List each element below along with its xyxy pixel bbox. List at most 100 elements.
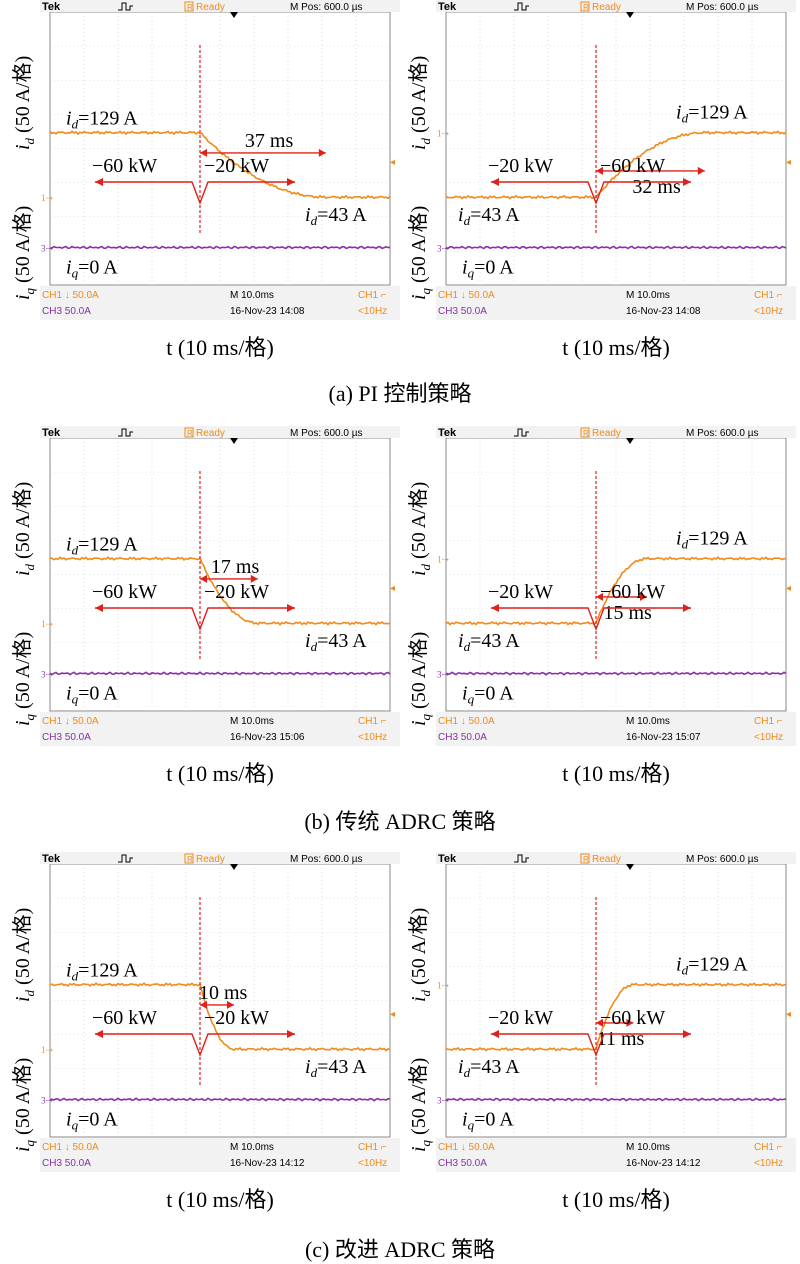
id-start-label: id=129 A [66,960,138,984]
mpos-readout: M Pos: 600.0 µs [290,428,362,439]
timestamp: 16-Nov-23 14:08 [230,306,305,317]
trigger-marker-icon [626,12,634,18]
trigger-freq: <10Hz [358,1158,387,1169]
ch1-scale: CH1 ↓ 50.0A [42,290,99,301]
trigger-level-marker: ◂ [390,157,395,168]
power-before-label: −60 kW [92,1007,157,1029]
power-after-label: −60 kW [600,1007,665,1029]
settle-time-label: 15 ms [604,602,653,624]
ch3-scale: CH3 50.0A [42,1158,91,1169]
scope-brand: Tek [438,427,457,439]
power-step-line [95,607,295,631]
timestamp: 16-Nov-23 14:12 [230,1158,305,1169]
power-arrow-right [287,1030,295,1038]
trigger-freq: <10Hz [754,1158,783,1169]
y-axis-label-iq: iq (50 A/格) [12,205,37,300]
status-badge: R [583,855,589,864]
trigger-channel: CH1 ⌐ [358,290,387,301]
mpos-readout: M Pos: 600.0 µs [686,2,758,13]
status-badge-box [184,1,194,12]
ch3-scale: CH3 50.0A [438,732,487,743]
scope-brand: Tek [42,853,61,865]
timebase: M 10.0ms [626,290,670,301]
x-axis-label: t (10 ms/格) [562,761,670,786]
power-step-line [491,607,691,631]
id-end-label: id=129 A [676,954,748,978]
timebase: M 10.0ms [230,1142,274,1153]
scope-screen: Tek R Ready M Pos: 600.0 µs CH1 ↓ 50.0A CH3 5… [40,852,400,1172]
scope-panel-b-up: Tek R Ready M Pos: 600.0 µs CH1 ↓ 50.0A CH3 5… [436,426,796,786]
iq-trace-line [445,1097,787,1102]
y-axis-label-id: id (50 A/格) [408,55,433,150]
id-trace-line [445,556,787,626]
ch1-ground-marker: 1⇢ [437,129,450,139]
power-arrow-right [287,604,295,612]
scope-brand: Tek [438,853,457,865]
id-start-label: id=129 A [66,534,138,558]
power-step-line [491,1033,691,1057]
x-axis-label: t (10 ms/格) [562,1187,670,1212]
power-arrow-left [95,178,103,186]
scope-panel-a-up: Tek R Ready M Pos: 600.0 µs CH1 ↓ 50.0A CH3 5… [436,0,796,360]
trigger-level-marker: ◂ [786,157,791,168]
scope-status: Ready [592,2,621,13]
arrow-head-right [250,574,258,583]
id-trace-line [49,982,391,1052]
trigger-marker-icon [626,438,634,444]
status-badge: R [583,429,589,438]
scope-screen: Tek R Ready M Pos: 600.0 µs CH1 ↓ 50.0A CH3 5… [436,0,796,320]
trigger-pulse-icon [514,2,529,11]
scope-status: Ready [592,854,621,865]
ch3-ground-marker: 3⇢ [41,669,54,679]
scope-status: Ready [196,854,225,865]
timebase: M 10.0ms [626,1142,670,1153]
y-axis-label-iq: iq (50 A/格) [408,1057,433,1152]
power-before-label: −20 kW [488,155,553,177]
trigger-channel: CH1 ⌐ [754,716,783,727]
id-start-label: id=43 A [458,630,520,654]
y-axis-label-id: id (50 A/格) [12,481,37,576]
ch1-ground-marker: 1⇢ [41,619,54,629]
power-arrow-left [491,604,499,612]
arrow-head-left [200,1000,207,1009]
trigger-pulse-icon [118,2,133,11]
scope-brand: Tek [42,427,61,439]
y-axis-label-iq: iq (50 A/格) [12,631,37,726]
ch1-scale: CH1 ↓ 50.0A [438,290,495,301]
ch1-scale: CH1 ↓ 50.0A [42,1142,99,1153]
power-after-label: −60 kW [600,155,665,177]
id-trace-line [49,130,391,200]
mpos-readout: M Pos: 600.0 µs [686,428,758,439]
power-arrow-right [683,178,691,186]
scope-panel-a-down: Tek R Ready M Pos: 600.0 µs CH1 ↓ 50.0A CH3 5… [40,0,400,360]
arrow-head-left [200,574,207,583]
trigger-marker-icon [230,864,238,870]
trigger-freq: <10Hz [754,306,783,317]
ch1-scale: CH1 ↓ 50.0A [438,716,495,727]
settle-time-label: 37 ms [245,130,294,152]
id-end-label: id=43 A [305,204,367,228]
trigger-level-marker: ◂ [390,1009,395,1020]
ch1-scale: CH1 ↓ 50.0A [42,716,99,727]
scope-footer-bar [436,286,796,320]
power-arrow-right [683,604,691,612]
trigger-pulse-icon [118,428,133,437]
status-badge-box [580,1,590,12]
iq-trace-line [445,671,787,676]
timebase: M 10.0ms [626,716,670,727]
power-step-line [95,1033,295,1057]
caption-a: (a) PI 控制策略 [328,381,472,406]
power-before-label: −20 kW [488,581,553,603]
id-trace-line [445,982,787,1052]
iq-label: iq=0 A [462,1108,514,1132]
y-axis-label-iq: iq (50 A/格) [408,205,433,300]
x-axis-label: t (10 ms/格) [166,761,274,786]
trigger-channel: CH1 ⌐ [754,290,783,301]
ch1-ground-marker: 1⇢ [41,193,54,203]
mpos-readout: M Pos: 600.0 µs [290,2,362,13]
caption-b: (b) 传统 ADRC 策略 [304,809,496,834]
id-trace-line [445,130,787,200]
timestamp: 16-Nov-23 14:12 [626,1158,701,1169]
arrow-head-left [596,592,603,601]
status-badge-box [184,853,194,864]
